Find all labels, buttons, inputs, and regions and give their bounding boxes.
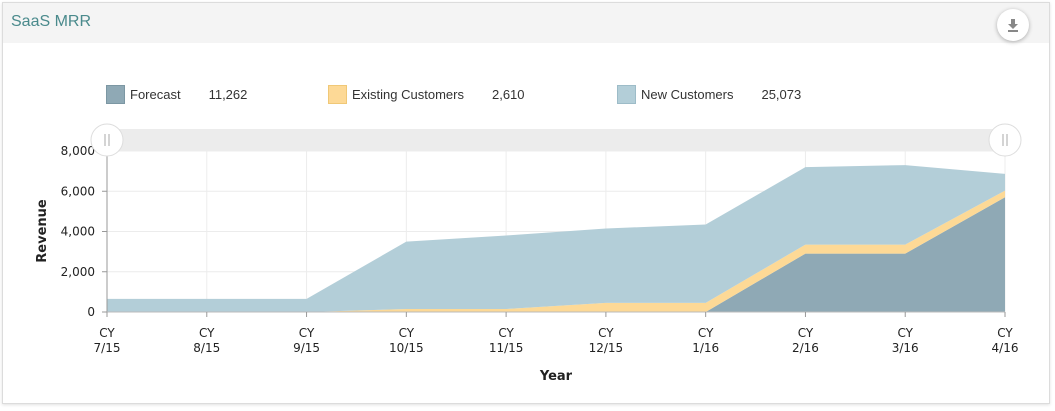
y-tick-label: 8,000 xyxy=(61,144,95,158)
download-icon xyxy=(1008,19,1018,32)
x-tick-label: CY 7/15 xyxy=(94,326,121,355)
y-tick-label: 6,000 xyxy=(61,184,95,198)
area-series-forecast[interactable] xyxy=(107,197,1005,312)
y-tick-label: 2,000 xyxy=(61,265,95,279)
range-navigator xyxy=(107,129,1005,151)
x-tick-label: CY 1/16 xyxy=(692,326,719,355)
y-tick-label: 4,000 xyxy=(61,225,95,239)
x-tick-label: CY 12/15 xyxy=(589,326,624,355)
area-series-new-customers[interactable] xyxy=(107,165,1005,312)
legend-label: Forecast xyxy=(130,86,181,102)
range-handle-right[interactable] xyxy=(988,123,1022,157)
legend-swatch xyxy=(106,84,125,104)
x-axis-title: Year xyxy=(539,369,573,384)
legend-swatch xyxy=(328,84,347,104)
legend-value: 11,262 xyxy=(208,86,248,102)
card-header: SaaS MRR xyxy=(3,3,1049,43)
y-axis-title: Revenue xyxy=(35,199,50,263)
legend-label: Existing Customers xyxy=(352,86,464,102)
x-tick-label: CY 8/15 xyxy=(193,326,220,355)
range-handle-left[interactable] xyxy=(90,123,124,157)
y-tick-label: 0 xyxy=(87,305,95,319)
x-tick-label: CY 3/16 xyxy=(892,326,919,355)
legend-item-existing-customers[interactable]: Existing Customers 2,610 xyxy=(328,84,525,104)
legend-item-forecast[interactable]: Forecast 11,262 xyxy=(106,84,247,104)
x-tick-label: CY 10/15 xyxy=(389,326,424,355)
area-series-existing-customers[interactable] xyxy=(107,190,1005,312)
legend-value: 25,073 xyxy=(761,86,802,102)
x-tick-label: CY 4/16 xyxy=(992,326,1019,355)
x-tick-label: CY 9/15 xyxy=(293,326,320,355)
legend-swatch xyxy=(617,84,636,104)
download-button[interactable] xyxy=(997,9,1029,41)
card-title: SaaS MRR xyxy=(11,13,92,30)
legend-item-new-customers[interactable]: New Customers 25,073 xyxy=(617,84,801,104)
x-tick-label: CY 2/16 xyxy=(792,326,819,355)
legend-value: 2,610 xyxy=(491,86,525,102)
x-tick-label: CY 11/15 xyxy=(489,326,524,355)
legend-label: New Customers xyxy=(641,86,734,102)
